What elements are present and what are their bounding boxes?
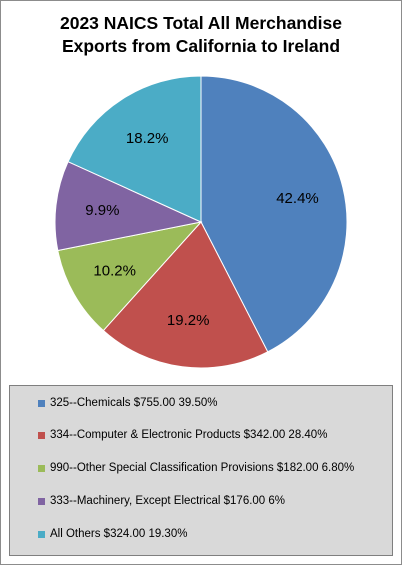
legend-swatch-1	[38, 399, 45, 407]
legend-swatch-4	[38, 497, 45, 505]
slice-data-label-5: 18.2%	[126, 130, 169, 147]
legend-swatch-3	[38, 464, 45, 472]
pie-slice-1	[200, 75, 348, 353]
legend-swatch-2	[38, 431, 45, 439]
legend-label-4: 333--Machinery, Except Electrical $176.0…	[50, 495, 286, 507]
legend-item-5: All Others $324.00 19.30%	[38, 526, 187, 542]
pie-slice-3	[57, 221, 203, 332]
chart-title: 2023 NAICS Total All Merchandise Exports…	[0, 12, 402, 58]
legend-item-2: 334--Computer & Electronic Products $342…	[38, 427, 327, 443]
legend-swatch-5	[38, 530, 45, 538]
slice-data-label-3: 10.2%	[93, 263, 136, 280]
legend-item-3: 990--Other Special Classification Provis…	[38, 460, 354, 476]
slice-data-label-4: 9.9%	[85, 202, 119, 219]
legend-label-3: 990--Other Special Classification Provis…	[50, 462, 355, 474]
slice-data-label-1: 42.4%	[276, 190, 319, 207]
legend-item-4: 333--Machinery, Except Electrical $176.0…	[38, 493, 285, 509]
pie-slice-2	[102, 221, 269, 369]
chart-title-line-1: 2023 NAICS Total All Merchandise	[59, 13, 343, 33]
slice-data-label-2: 19.2%	[167, 312, 210, 329]
legend-label-5: All Others $324.00 19.30%	[50, 528, 188, 540]
legend-label-2: 334--Computer & Electronic Products $342…	[50, 429, 328, 441]
chart-title-line-2: Exports from California to Ireland	[61, 36, 341, 56]
legend-label-1: 325--Chemicals $755.00 39.50%	[50, 397, 218, 409]
chart-legend: 325--Chemicals $755.00 39.50% 334--Comput…	[9, 385, 393, 556]
pie-chart: 42.4% 19.2% 10.2% 9.9% 18.2%	[54, 75, 348, 369]
legend-item-1: 325--Chemicals $755.00 39.50%	[38, 395, 218, 411]
pie-slice-4	[54, 160, 203, 252]
pie-slice-5	[67, 75, 202, 223]
